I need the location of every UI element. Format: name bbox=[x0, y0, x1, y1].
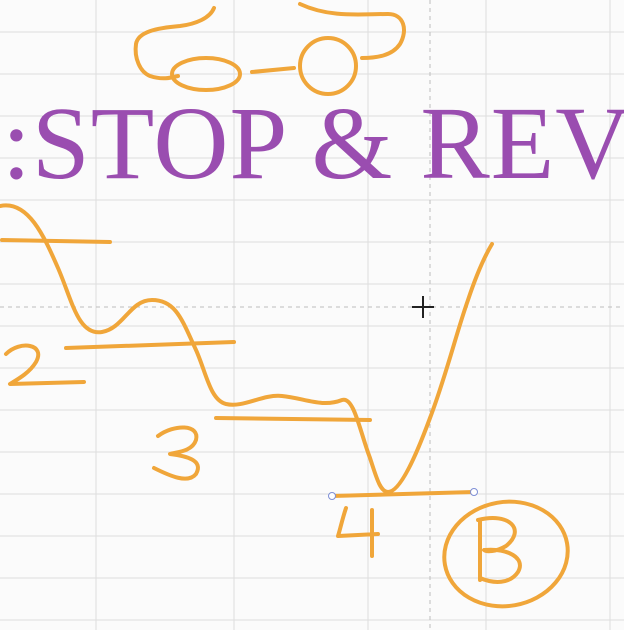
car-roof bbox=[298, 2, 406, 60]
level-3-label: 3 bbox=[170, 440, 171, 441]
level-2-label: 2 bbox=[20, 360, 21, 361]
car-wheel-left bbox=[170, 56, 242, 92]
digit-3 bbox=[152, 425, 200, 481]
slide-title: :STOP & REV bbox=[2, 86, 624, 201]
price-curve bbox=[0, 203, 494, 494]
digit-4 bbox=[336, 506, 380, 558]
crosshair-cursor-icon bbox=[412, 296, 434, 318]
selection-handle-left-icon[interactable] bbox=[328, 492, 336, 500]
car-wheel-right bbox=[298, 36, 358, 96]
car-axle bbox=[250, 66, 296, 74]
support-line-1 bbox=[0, 238, 112, 244]
circled-b-label: B bbox=[490, 545, 491, 546]
selection-handle-right-icon[interactable] bbox=[470, 488, 478, 496]
support-line-4 bbox=[330, 490, 476, 498]
letter-b bbox=[476, 516, 522, 584]
circle-b bbox=[442, 499, 570, 609]
support-line-2 bbox=[64, 340, 236, 350]
support-line-3 bbox=[214, 416, 372, 422]
digit-2 bbox=[4, 343, 86, 386]
level-4-label: 4 bbox=[350, 520, 351, 521]
car-doodle bbox=[133, 6, 216, 81]
